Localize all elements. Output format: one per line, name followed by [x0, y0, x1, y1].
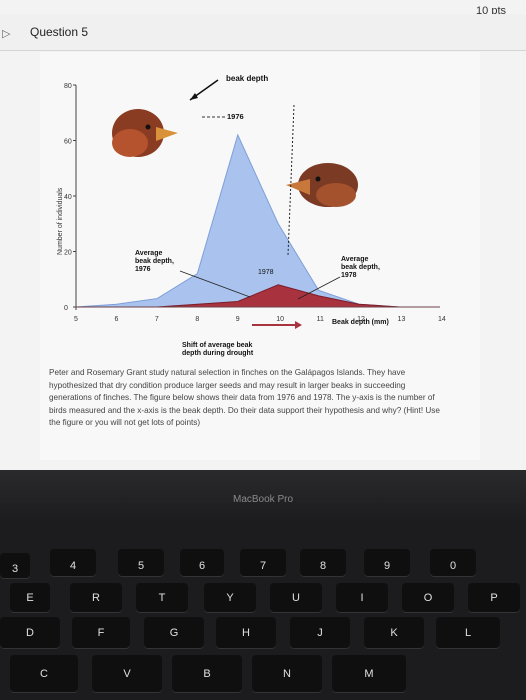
key-m[interactable]: M: [332, 655, 406, 693]
key-h[interactable]: H: [216, 617, 276, 649]
shift-label: Shift of average beak depth during drough…: [182, 342, 254, 357]
x-tick-label: 11: [317, 316, 324, 323]
beak-depth-label: beak depth: [226, 74, 268, 83]
question-title: Question 5: [30, 25, 89, 39]
x-tick-label: 10: [276, 316, 284, 323]
key-u[interactable]: U: [270, 583, 322, 613]
x-ticks: 5 6 7 8 9 10 11 12 13 14: [74, 316, 446, 323]
key-f[interactable]: F: [72, 617, 130, 649]
key-4[interactable]: 4: [50, 549, 96, 577]
key-t[interactable]: T: [136, 583, 188, 613]
x-tick-label: 9: [236, 316, 240, 323]
key-j[interactable]: J: [290, 617, 350, 649]
key-i[interactable]: I: [336, 583, 388, 613]
key-e[interactable]: E: [10, 583, 50, 613]
year-1976-label: 1976: [227, 112, 244, 121]
y-tick-label: 0: [64, 305, 68, 312]
y-tick-label: 60: [64, 139, 72, 146]
x-tick-label: 7: [155, 316, 159, 323]
x-tick-label: 6: [114, 316, 118, 323]
key-g[interactable]: G: [144, 617, 204, 649]
x-tick-label: 14: [438, 316, 446, 323]
key-c[interactable]: C: [10, 655, 78, 693]
screen: 10 pts ▷ Question 5 Number of individual…: [0, 0, 526, 471]
key-6[interactable]: 6: [180, 549, 224, 577]
x-tick-label: 12: [357, 316, 365, 323]
keyboard: 3 4 5 6 7 8 9 0 E R T Y U I O P D F G H …: [0, 525, 526, 700]
key-d[interactable]: D: [0, 617, 60, 649]
laptop-brand: MacBook Pro: [232, 494, 294, 505]
chevron-icon[interactable]: ▷: [2, 28, 11, 40]
x-tick-label: 13: [398, 316, 406, 323]
x-tick-label: 8: [195, 316, 199, 323]
key-5[interactable]: 5: [118, 549, 164, 577]
x-axis-label: Beak depth (mm): [332, 319, 389, 326]
key-v[interactable]: V: [92, 655, 162, 693]
quiz-page: 10 pts ▷ Question 5 Number of individual…: [0, 0, 526, 471]
laptop-bezel: [0, 470, 526, 530]
avg-1978-label: Average beak depth, 1978: [341, 256, 380, 279]
key-o[interactable]: O: [402, 583, 454, 613]
finch-head-right: [286, 163, 358, 207]
key-0[interactable]: 0: [430, 549, 476, 577]
y-axis-label: Number of individuals: [57, 187, 64, 255]
series-1976-area: [75, 133, 440, 308]
y-tick-label: 20: [64, 250, 72, 257]
key-r[interactable]: R: [70, 583, 122, 613]
key-8[interactable]: 8: [300, 549, 346, 577]
key-n[interactable]: N: [252, 655, 322, 693]
finch-head-left: [112, 109, 178, 157]
key-l[interactable]: L: [436, 617, 500, 649]
y-tick-label: 40: [64, 194, 72, 201]
x-tick-label: 5: [74, 316, 78, 323]
key-9[interactable]: 9: [364, 549, 410, 577]
key-p[interactable]: P: [468, 583, 520, 613]
key-3[interactable]: 3: [0, 553, 30, 579]
key-7[interactable]: 7: [240, 549, 286, 577]
year-1978-label: 1978: [258, 269, 274, 276]
question-text: Peter and Rosemary Grant study natural s…: [49, 368, 440, 427]
key-k[interactable]: K: [364, 617, 424, 649]
avg-1976-label: Average beak depth, 1976: [135, 250, 174, 273]
beak-depth-figure: Number of individuals 0 20 40 60 80 5 6 7 8 9 10 1…: [57, 74, 446, 357]
key-y[interactable]: Y: [204, 583, 256, 613]
key-b[interactable]: B: [172, 655, 242, 693]
y-tick-label: 80: [64, 83, 72, 90]
question-header[interactable]: [0, 14, 526, 51]
y-ticks: 0 20 40 60 80: [64, 83, 76, 312]
